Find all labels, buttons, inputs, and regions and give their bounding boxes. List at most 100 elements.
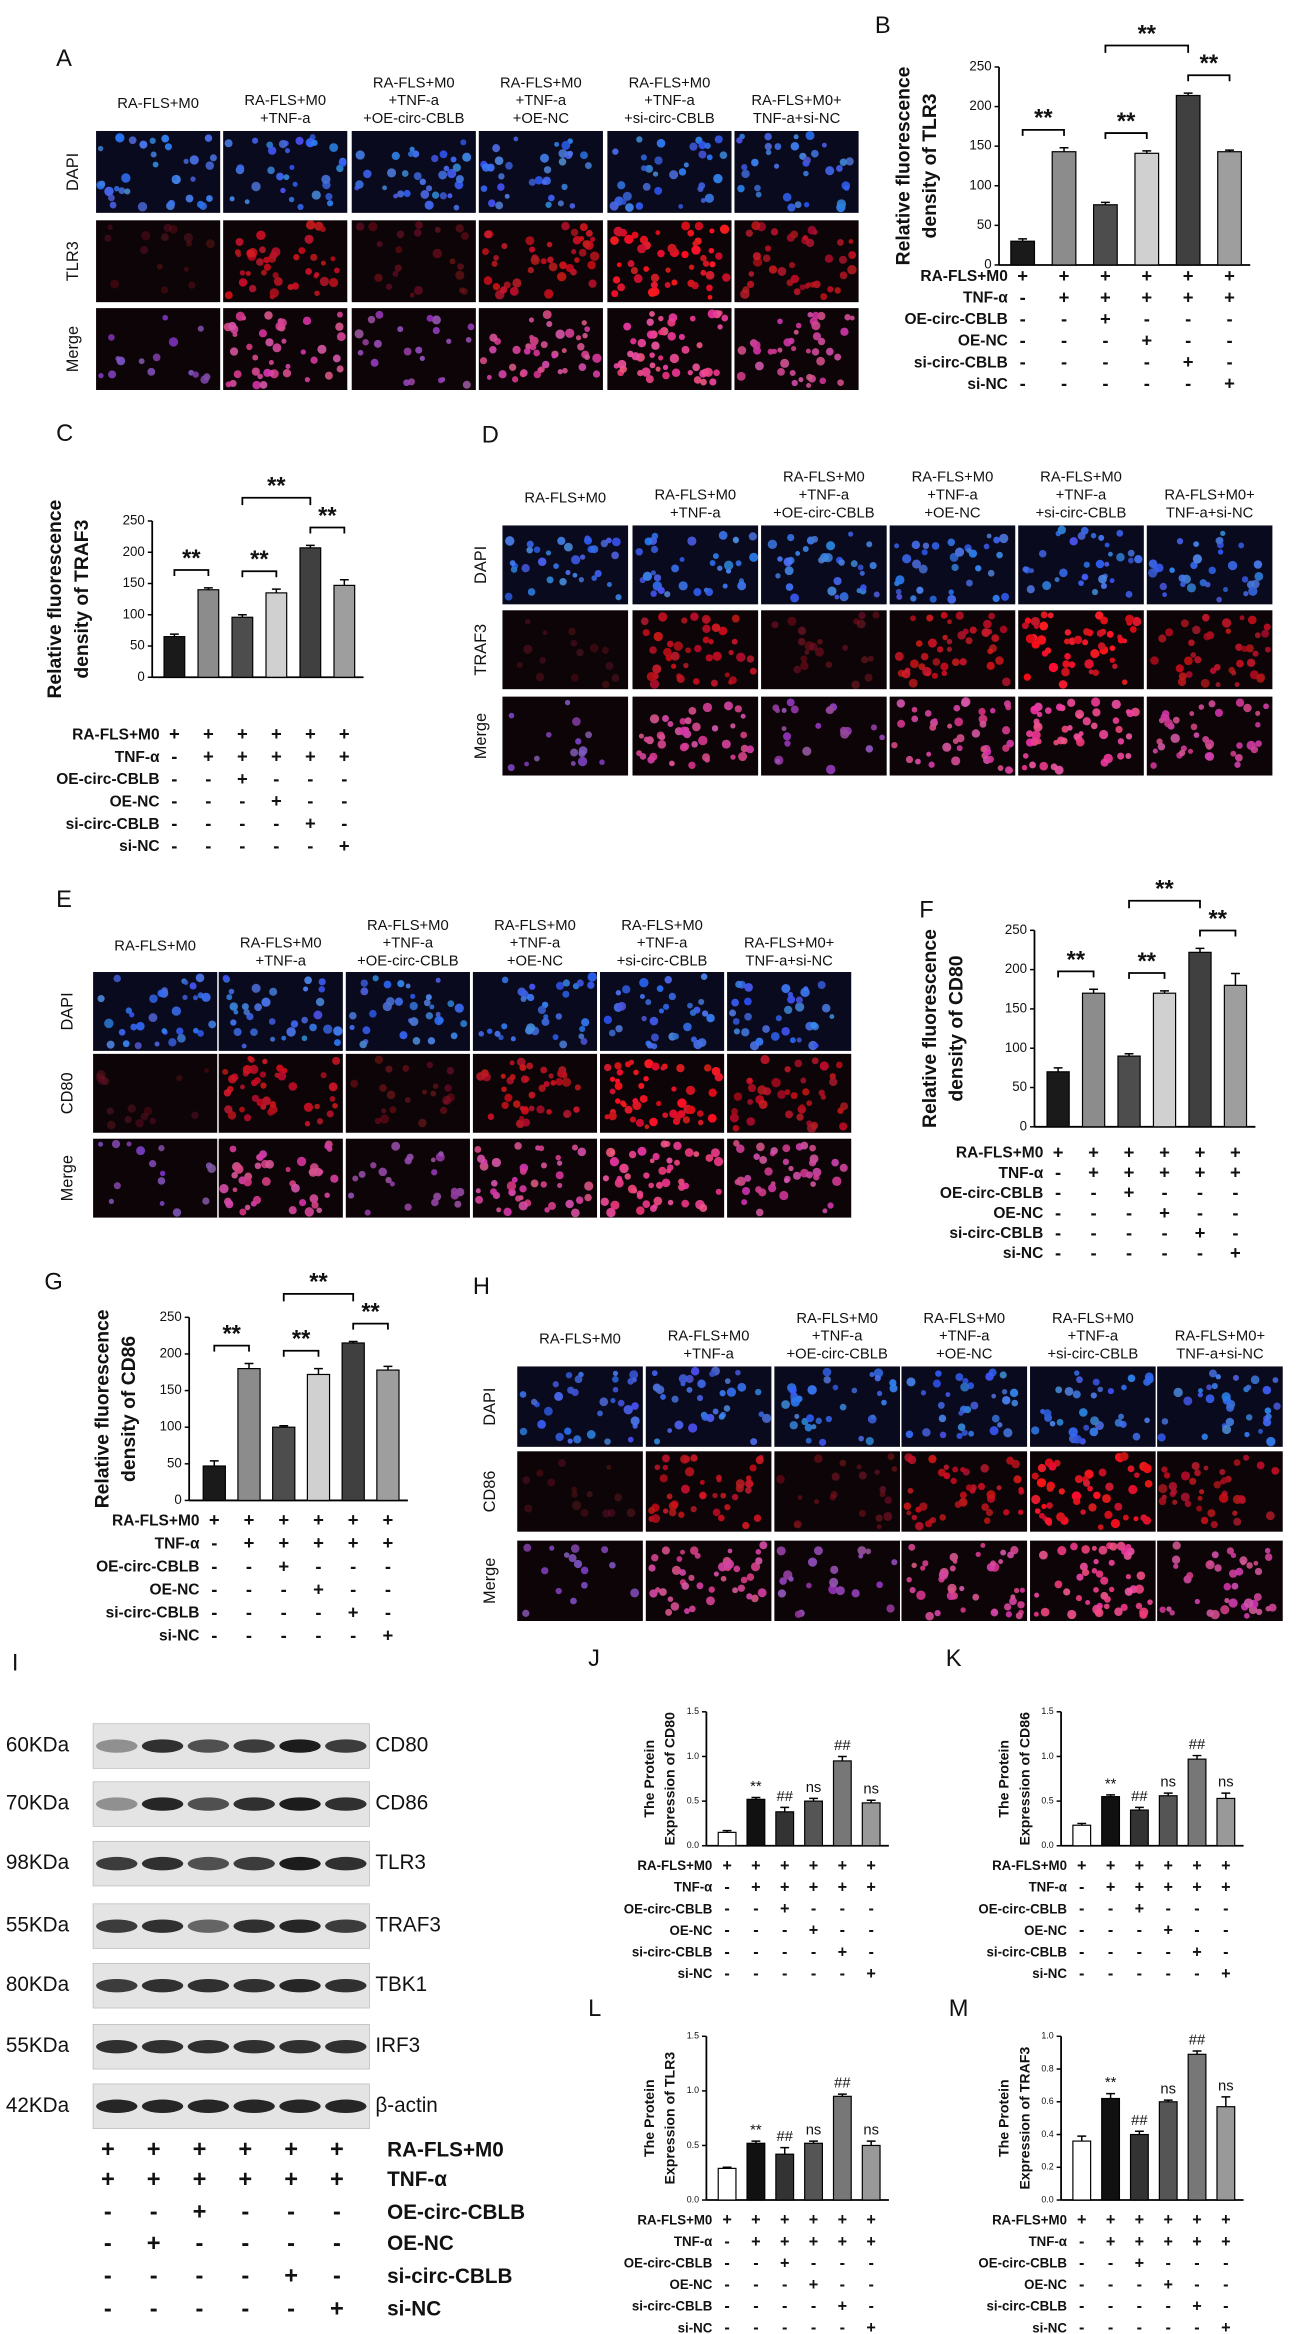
cell — [183, 266, 189, 272]
y-tick-label: 100 — [160, 1419, 182, 1434]
cell — [363, 169, 372, 179]
cell — [640, 617, 649, 626]
cell — [256, 258, 264, 266]
cell — [1150, 762, 1157, 769]
cell — [799, 1104, 805, 1110]
cell — [1091, 1568, 1098, 1574]
cell — [650, 273, 660, 283]
cell — [952, 1559, 958, 1564]
cell — [1030, 705, 1039, 715]
condition-sign: + — [1100, 265, 1111, 286]
condition-sign: + — [809, 1878, 818, 1896]
condition-sign: + — [866, 2211, 875, 2229]
cell — [749, 667, 757, 675]
cell — [961, 1429, 968, 1436]
condition-sign: - — [104, 2296, 112, 2322]
cell — [354, 329, 364, 339]
cell — [609, 201, 619, 211]
condition-sign: + — [1135, 2233, 1144, 2251]
cell — [262, 1058, 268, 1065]
condition-sign: + — [1163, 1857, 1172, 1875]
cell — [655, 1385, 665, 1395]
cell — [643, 736, 650, 743]
cell — [171, 1006, 182, 1016]
cell — [538, 366, 545, 373]
cell — [841, 591, 848, 598]
cell — [848, 251, 857, 260]
cell — [1232, 1510, 1238, 1516]
cell — [699, 1491, 707, 1500]
condition-sign: - — [1166, 1943, 1171, 1961]
cell — [718, 1413, 725, 1420]
condition-sign: + — [866, 2319, 875, 2334]
condition-name: si-NC — [678, 2320, 713, 2334]
condition-name: RA-FLS+M0 — [637, 2212, 712, 2227]
condition-name: OE-NC — [150, 1582, 200, 1599]
condition-sign: - — [1166, 1900, 1171, 1918]
cell — [508, 1189, 515, 1196]
micrograph — [734, 308, 859, 390]
cell — [1079, 1408, 1088, 1417]
condition-sign: + — [1159, 1141, 1170, 1162]
blot-band — [187, 1739, 230, 1753]
cell — [667, 1199, 674, 1206]
cell — [752, 252, 761, 261]
cell — [653, 1196, 663, 1206]
condition-name: OE-NC — [958, 333, 1008, 350]
cell — [735, 1369, 741, 1376]
cell — [334, 1039, 341, 1047]
cell — [727, 1548, 733, 1554]
cell — [745, 1487, 752, 1494]
panel-letter: L — [588, 1996, 601, 2022]
condition-sign: + — [838, 2233, 847, 2251]
cell — [509, 286, 519, 296]
cell — [965, 637, 973, 645]
cell — [617, 181, 626, 190]
significance-label: ** — [1209, 906, 1228, 932]
significance-label: ## — [776, 1789, 793, 1805]
cell — [288, 1082, 298, 1091]
y-tick-label: 0.2 — [1041, 2162, 1053, 2172]
significance-label: ## — [776, 2129, 793, 2145]
cell — [751, 1594, 759, 1603]
cell — [1208, 1560, 1213, 1566]
cell — [319, 276, 330, 287]
error-bar — [1089, 988, 1099, 994]
cell — [601, 646, 609, 654]
cell — [635, 1118, 644, 1127]
cell — [426, 314, 434, 322]
cell — [879, 1485, 887, 1493]
cell — [652, 171, 659, 177]
cell — [513, 136, 519, 142]
cell — [742, 1521, 750, 1530]
cell — [858, 611, 866, 620]
cell — [183, 980, 189, 985]
cell — [607, 1508, 616, 1517]
cell — [301, 1016, 309, 1024]
cell — [648, 1564, 656, 1572]
column-label: RA-FLS+M0 — [244, 93, 326, 109]
significance-label: ns — [1160, 1775, 1176, 1791]
cell — [1222, 1424, 1232, 1435]
cell — [314, 272, 320, 277]
cell — [1104, 1510, 1113, 1519]
cell — [1092, 1378, 1100, 1386]
cell — [911, 1514, 918, 1521]
cell — [1079, 1562, 1088, 1571]
cell — [698, 141, 707, 150]
column-label: +TNF-a — [389, 93, 440, 109]
cell — [435, 1011, 441, 1017]
cell — [754, 184, 761, 192]
cell — [985, 1372, 994, 1381]
cell — [501, 243, 508, 250]
cell — [799, 284, 806, 291]
cell — [239, 270, 246, 276]
cell — [205, 1162, 213, 1169]
cell — [744, 983, 753, 992]
cell — [732, 1124, 740, 1132]
cell — [519, 1167, 527, 1175]
cell — [612, 1386, 619, 1393]
significance-label: ** — [292, 1327, 311, 1353]
cell — [1127, 1465, 1135, 1473]
column-label: TNF-a+si-NC — [753, 111, 841, 127]
